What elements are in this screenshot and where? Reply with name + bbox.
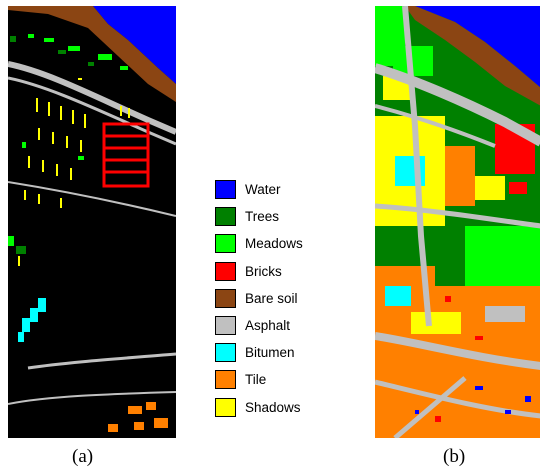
legend-label: Water <box>245 182 281 198</box>
classification-map-image <box>375 6 540 438</box>
class-legend: Water Trees Meadows Bricks Bare soil Asphalt B… <box>215 176 303 421</box>
legend-item: Shadows <box>215 394 303 421</box>
legend-swatch <box>215 288 236 308</box>
legend-swatch <box>215 397 236 417</box>
ground-truth-map <box>8 6 176 438</box>
legend-swatch <box>215 207 236 227</box>
legend-swatch <box>215 316 236 336</box>
legend-item: Water <box>215 176 303 203</box>
legend-item: Tile <box>215 366 303 393</box>
legend-item: Bricks <box>215 258 303 285</box>
legend-item: Bitumen <box>215 339 303 366</box>
legend-label: Bare soil <box>245 290 298 306</box>
legend-label: Asphalt <box>245 318 291 334</box>
legend-swatch <box>215 180 236 200</box>
classification-map <box>375 6 540 438</box>
ground-truth-map-image <box>8 6 176 438</box>
legend-item: Meadows <box>215 230 303 257</box>
legend-item: Asphalt <box>215 312 303 339</box>
legend-swatch <box>215 343 236 363</box>
legend-item: Bare soil <box>215 285 303 312</box>
legend-item: Trees <box>215 203 303 230</box>
caption-b: (b) <box>443 446 466 467</box>
legend-label: Shadows <box>245 399 301 415</box>
legend-swatch <box>215 234 236 254</box>
legend-label: Bricks <box>245 263 282 279</box>
legend-swatch <box>215 370 236 390</box>
legend-label: Tile <box>245 372 267 388</box>
caption-a: (a) <box>72 446 94 467</box>
legend-label: Meadows <box>245 236 303 252</box>
legend-label: Trees <box>245 209 280 225</box>
legend-label: Bitumen <box>245 345 295 361</box>
legend-swatch <box>215 261 236 281</box>
